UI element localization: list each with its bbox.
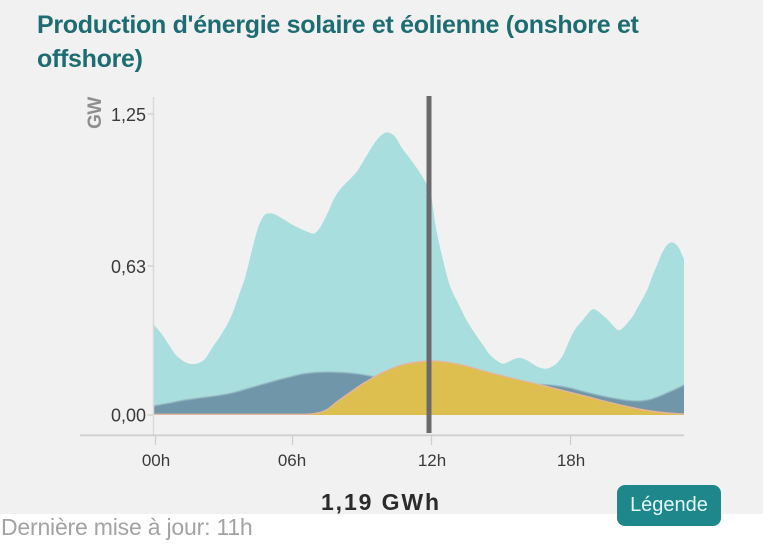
svg-text:18h: 18h [557, 451, 585, 470]
svg-text:GW: GW [85, 97, 106, 129]
svg-text:00h: 00h [142, 451, 170, 470]
svg-text:0,00: 0,00 [111, 406, 146, 426]
svg-text:1,25: 1,25 [111, 105, 146, 125]
svg-text:12h: 12h [418, 451, 446, 470]
svg-text:0,63: 0,63 [111, 257, 146, 277]
svg-text:06h: 06h [278, 451, 306, 470]
